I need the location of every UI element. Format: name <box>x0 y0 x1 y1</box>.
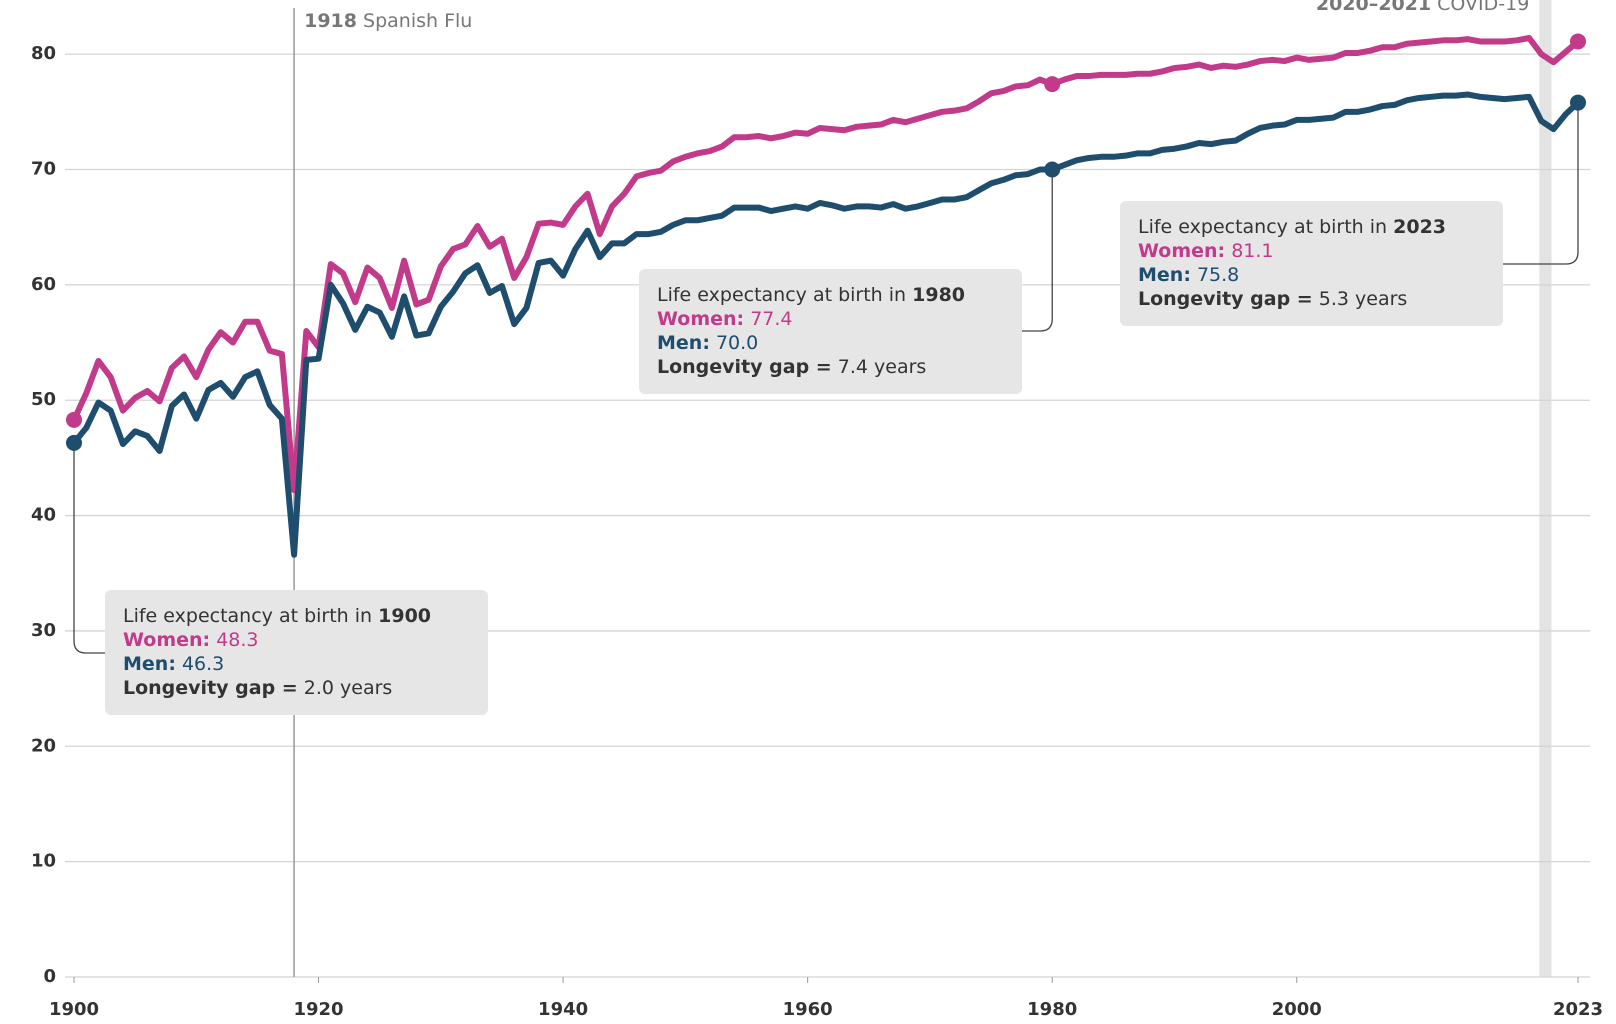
callout-line: Life expectancy at birth in 2023 <box>1138 216 1446 238</box>
callout-women: 81.1 <box>1231 240 1273 262</box>
x-tick-label: 1940 <box>538 999 588 1020</box>
y-tick-label: 0 <box>43 966 56 987</box>
point-marker <box>1570 94 1586 111</box>
series-line <box>71 91 1581 558</box>
x-tick-label: 2000 <box>1272 999 1322 1020</box>
callout-line: Longevity gap = 2.0 years <box>123 677 392 699</box>
callout-gap: 7.4 years <box>838 356 927 378</box>
y-tick-label: 50 <box>31 389 56 410</box>
callout-year: 1980 <box>912 284 965 306</box>
y-tick-label: 40 <box>31 505 56 526</box>
event-bold: 2020–2021 <box>1316 0 1431 15</box>
callout-men-label: Men: <box>123 653 176 675</box>
x-tick-label: 2023 <box>1553 999 1603 1020</box>
event-bold: 1918 <box>304 10 357 32</box>
callout-line: Men: 70.0 <box>657 332 758 354</box>
callout-line: Life expectancy at birth in 1980 <box>657 284 965 306</box>
callout-men-label: Men: <box>1138 264 1191 286</box>
callout-box <box>1120 201 1503 326</box>
callout-box <box>639 269 1022 394</box>
event-text: Spanish Flu <box>363 10 472 32</box>
callout-women-label: Women: <box>1138 240 1225 262</box>
event-text: COVID-19 <box>1437 0 1529 15</box>
callout-women-label: Women: <box>657 308 744 330</box>
callout-women: 48.3 <box>216 629 258 651</box>
x-tick-label: 1960 <box>783 999 833 1020</box>
callout-line: Longevity gap = 7.4 years <box>657 356 926 378</box>
callout-gap-label: Longevity gap = <box>123 677 298 699</box>
x-tick-label: 1920 <box>293 999 343 1020</box>
callout-women-label: Women: <box>123 629 210 651</box>
callout-gap-label: Longevity gap = <box>1138 288 1313 310</box>
callout-box <box>105 590 488 715</box>
y-tick-label: 10 <box>31 851 56 872</box>
callout-title: Life expectancy at birth in <box>657 284 906 306</box>
callout-line: Longevity gap = 5.3 years <box>1138 288 1407 310</box>
callout-men-label: Men: <box>657 332 710 354</box>
point-marker <box>1044 76 1061 93</box>
callout-title: Life expectancy at birth in <box>123 605 372 627</box>
callout-gap-label: Longevity gap = <box>657 356 832 378</box>
y-tick-label: 80 <box>31 43 56 64</box>
callout-connector <box>73 442 105 654</box>
callout-line: Women: 81.1 <box>1138 240 1274 262</box>
callout-line: Men: 46.3 <box>123 653 224 675</box>
event-band <box>1539 0 1552 977</box>
callout-connector <box>1503 102 1579 265</box>
callout-men: 75.8 <box>1197 264 1239 286</box>
point-marker <box>66 411 82 428</box>
callout-year: 1900 <box>378 605 431 627</box>
y-tick-label: 60 <box>31 274 56 295</box>
callout-line: Men: 75.8 <box>1138 264 1239 286</box>
point-marker <box>1044 161 1061 178</box>
callout-year: 2023 <box>1393 216 1446 238</box>
y-tick-label: 20 <box>31 735 56 756</box>
callout-men: 46.3 <box>182 653 224 675</box>
x-tick-label: 1900 <box>49 999 99 1020</box>
event-label: 2020–2021 COVID-19 <box>1316 0 1529 15</box>
callout-gap: 5.3 years <box>1319 288 1408 310</box>
event-label: 1918 Spanish Flu <box>304 10 472 32</box>
callout-men: 70.0 <box>716 332 758 354</box>
x-tick-label: 1980 <box>1027 999 1077 1020</box>
point-marker <box>1570 33 1586 50</box>
callout-gap: 2.0 years <box>304 677 393 699</box>
callout-women: 77.4 <box>750 308 792 330</box>
callout-line: Women: 77.4 <box>657 308 793 330</box>
callout-title: Life expectancy at birth in <box>1138 216 1387 238</box>
callout-connector <box>1022 169 1053 332</box>
y-tick-label: 30 <box>31 620 56 641</box>
callout-line: Women: 48.3 <box>123 629 259 651</box>
y-tick-label: 70 <box>31 159 56 180</box>
callout-line: Life expectancy at birth in 1900 <box>123 605 431 627</box>
point-marker <box>66 434 82 451</box>
